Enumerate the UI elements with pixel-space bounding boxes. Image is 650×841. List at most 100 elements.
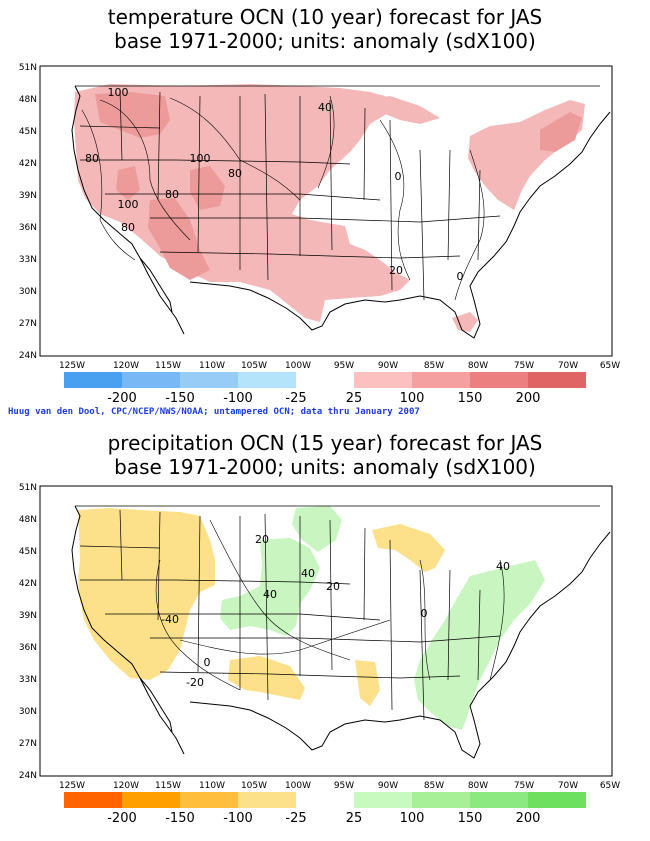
svg-text:100: 100	[400, 811, 425, 826]
temp-colorbar	[64, 372, 586, 388]
precip-colorbar-swatch-5	[354, 792, 412, 808]
svg-text:-25: -25	[285, 391, 306, 406]
temp-colorbar-labels: -200 -150 -100 -25 25 100 150 200	[107, 391, 540, 406]
precip-dry-region-tx	[355, 660, 380, 706]
svg-text:150: 150	[458, 811, 483, 826]
precip-wet-region-plains	[220, 538, 320, 636]
svg-text:51N: 51N	[19, 483, 37, 493]
svg-text:75W: 75W	[514, 781, 534, 791]
svg-text:80: 80	[228, 167, 242, 180]
precip-title-line2: base 1971-2000; units: anomaly (sdX100)	[114, 455, 536, 479]
svg-text:-40: -40	[161, 613, 179, 626]
svg-text:80: 80	[85, 152, 99, 165]
precip-colorbar-swatch-6	[412, 792, 470, 808]
svg-text:-200: -200	[107, 391, 137, 406]
temp-title-line2: base 1971-2000; units: anomaly (sdX100)	[114, 29, 536, 53]
svg-text:25: 25	[346, 391, 363, 406]
svg-text:36N: 36N	[19, 643, 37, 653]
svg-text:100: 100	[190, 152, 211, 165]
svg-text:42N: 42N	[19, 159, 37, 169]
svg-text:90W: 90W	[378, 361, 398, 371]
temp-lon-axis: 125W 120W 115W 110W 105W 100W 95W 90W 85…	[59, 361, 620, 371]
svg-text:100: 100	[108, 86, 129, 99]
svg-text:200: 200	[516, 391, 541, 406]
precip-colorbar-swatch-0	[64, 792, 122, 808]
precip-colorbar-swatch-8	[528, 792, 586, 808]
svg-text:40: 40	[301, 567, 315, 580]
svg-text:24N: 24N	[19, 771, 37, 781]
precip-colorbar-swatch-7	[470, 792, 528, 808]
svg-text:80: 80	[165, 188, 179, 201]
svg-text:-150: -150	[165, 391, 195, 406]
svg-text:0: 0	[395, 170, 402, 183]
svg-text:150: 150	[458, 391, 483, 406]
credit-line: Huug van den Dool, CPC/NCEP/NWS/NOAA; un…	[8, 407, 420, 417]
svg-text:40: 40	[263, 588, 277, 601]
svg-text:0: 0	[204, 656, 211, 669]
svg-text:20: 20	[326, 580, 340, 593]
svg-text:40: 40	[318, 101, 332, 114]
svg-text:105W: 105W	[241, 781, 267, 791]
temp-colorbar-swatch-0	[64, 372, 122, 388]
svg-text:200: 200	[516, 811, 541, 826]
svg-text:95W: 95W	[334, 781, 354, 791]
svg-text:85W: 85W	[424, 781, 444, 791]
temp-colorbar-swatch-8	[528, 372, 586, 388]
svg-text:27N: 27N	[19, 739, 37, 749]
svg-text:39N: 39N	[19, 191, 37, 201]
precip-wet-region-east	[414, 560, 545, 730]
temp-anomaly-region-ne2	[360, 96, 440, 124]
temp-core-sw	[148, 198, 210, 280]
svg-text:20: 20	[255, 533, 269, 546]
svg-text:125W: 125W	[59, 361, 85, 371]
temp-borders	[75, 85, 600, 301]
svg-text:48N: 48N	[19, 95, 37, 105]
precip-dry-region	[78, 508, 215, 680]
precip-colorbar	[64, 792, 586, 808]
svg-text:27N: 27N	[19, 319, 37, 329]
svg-text:-100: -100	[223, 391, 253, 406]
temp-anomaly-region	[74, 84, 410, 322]
precip-coastline	[71, 505, 611, 759]
precip-lon-axis: 125W 120W 115W 110W 105W 100W 95W 90W 85…	[59, 781, 620, 791]
temp-coastline	[71, 85, 611, 339]
svg-text:75W: 75W	[514, 361, 534, 371]
svg-text:70W: 70W	[558, 361, 578, 371]
svg-text:110W: 110W	[199, 781, 225, 791]
svg-text:20: 20	[389, 264, 403, 277]
precip-dry-region-sw	[228, 656, 305, 700]
svg-text:36N: 36N	[19, 223, 37, 233]
precip-contours	[155, 519, 505, 691]
temp-contour-labels: 100 40 80 100 80 80 100 80 0 20 0	[85, 86, 464, 283]
svg-text:65W: 65W	[600, 361, 620, 371]
precip-title-line1: precipitation OCN (15 year) forecast for…	[107, 431, 543, 455]
temp-colorbar-swatch-5	[354, 372, 412, 388]
svg-text:-25: -25	[285, 811, 306, 826]
temp-title-line1: temperature OCN (10 year) forecast for J…	[107, 5, 543, 29]
precip-dry-region-gl	[372, 524, 445, 572]
temp-core-ne	[540, 112, 582, 152]
svg-text:100W: 100W	[285, 781, 311, 791]
svg-text:0: 0	[457, 270, 464, 283]
svg-text:95W: 95W	[334, 361, 354, 371]
temp-contours	[81, 95, 485, 301]
svg-text:42N: 42N	[19, 579, 37, 589]
svg-text:65W: 65W	[600, 781, 620, 791]
svg-text:-100: -100	[223, 811, 253, 826]
precip-colorbar-swatch-3	[238, 792, 296, 808]
svg-text:39N: 39N	[19, 611, 37, 621]
svg-text:85W: 85W	[424, 361, 444, 371]
svg-text:90W: 90W	[378, 781, 398, 791]
svg-text:80W: 80W	[468, 361, 488, 371]
temp-colorbar-swatch-6	[412, 372, 470, 388]
svg-text:115W: 115W	[155, 361, 181, 371]
temp-map-panel: 100 40 80 100 80 80 100 80 0 20 0 51N 48…	[19, 63, 620, 406]
svg-text:24N: 24N	[19, 351, 37, 361]
svg-text:80: 80	[121, 221, 135, 234]
precip-colorbar-swatch-1	[122, 792, 180, 808]
svg-text:-200: -200	[107, 811, 137, 826]
temp-core-ca	[116, 166, 140, 200]
svg-text:33N: 33N	[19, 255, 37, 265]
svg-text:100W: 100W	[285, 361, 311, 371]
svg-text:-150: -150	[165, 811, 195, 826]
